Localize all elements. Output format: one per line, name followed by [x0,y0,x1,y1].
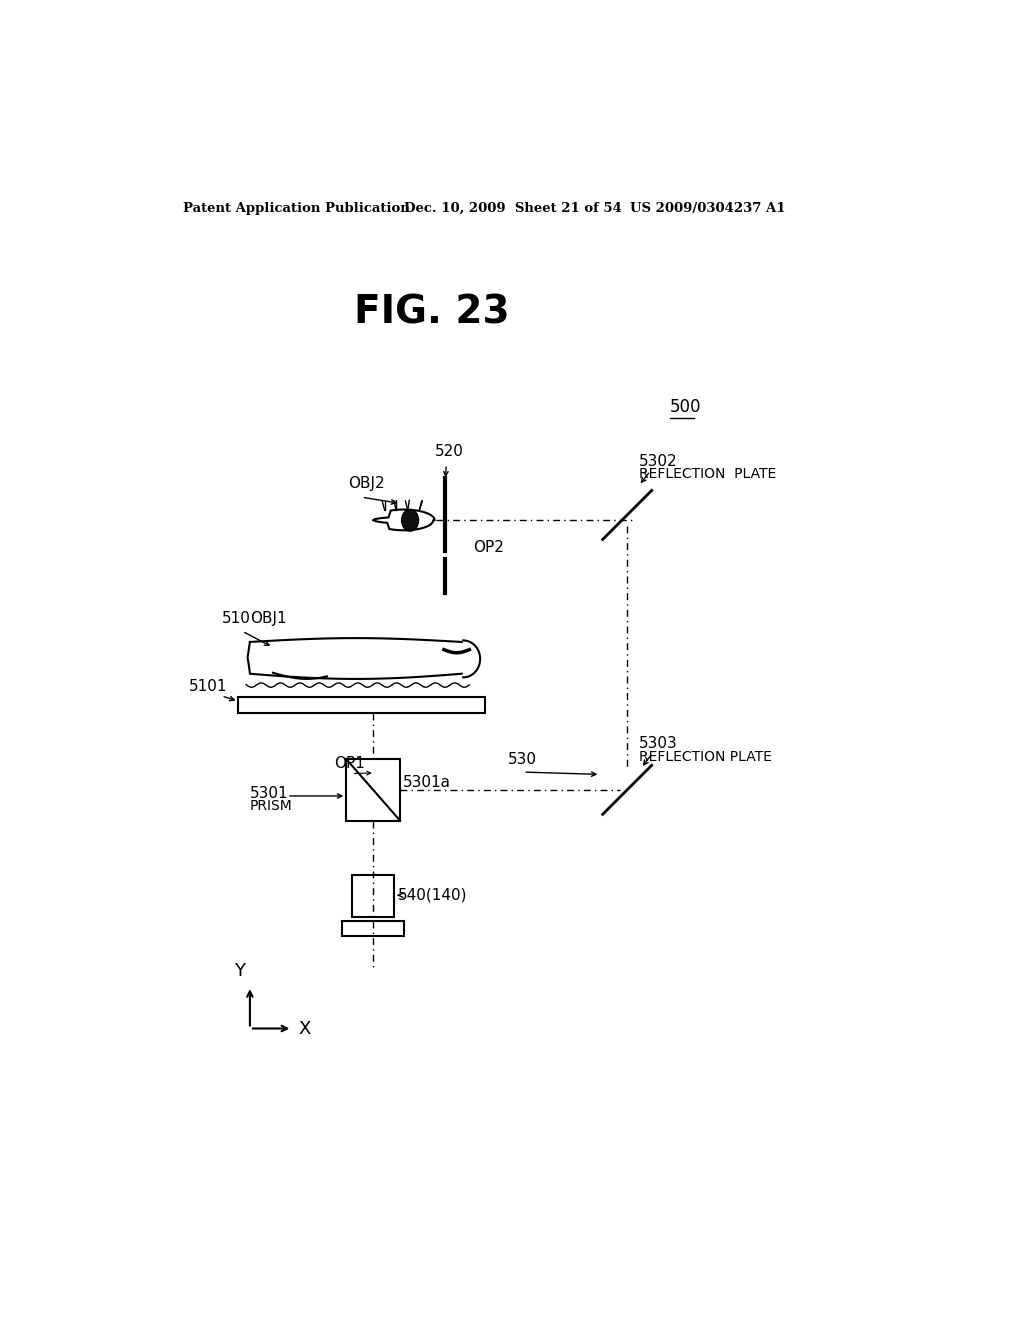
Text: US 2009/0304237 A1: US 2009/0304237 A1 [630,202,785,215]
Bar [352,874,394,917]
Text: OBJ2: OBJ2 [348,477,385,491]
Text: 5301a: 5301a [403,775,452,789]
Text: 540(140): 540(140) [398,888,468,903]
Text: Y: Y [233,962,245,979]
Text: X: X [298,1019,311,1038]
Text: FIG. 23: FIG. 23 [354,293,510,331]
Text: 520: 520 [435,444,464,459]
Text: REFLECTION PLATE: REFLECTION PLATE [639,750,772,763]
Text: 5101: 5101 [189,680,227,694]
Bar [346,759,400,821]
Text: OP1: OP1 [334,755,365,771]
Text: Dec. 10, 2009  Sheet 21 of 54: Dec. 10, 2009 Sheet 21 of 54 [403,202,622,215]
Text: 530: 530 [508,751,537,767]
Text: 5303: 5303 [639,737,678,751]
Text: REFLECTION  PLATE: REFLECTION PLATE [639,467,776,480]
Text: 5302: 5302 [639,454,678,469]
Text: Patent Application Publication: Patent Application Publication [183,202,410,215]
Bar [239,697,484,713]
Text: 510: 510 [221,611,250,626]
Text: 5301: 5301 [250,787,289,801]
Text: OBJ1: OBJ1 [250,611,287,626]
Text: PRISM: PRISM [250,799,293,813]
Text: 500: 500 [670,399,701,416]
Ellipse shape [401,510,419,531]
Text: OP2: OP2 [473,540,504,554]
Bar [342,921,403,936]
